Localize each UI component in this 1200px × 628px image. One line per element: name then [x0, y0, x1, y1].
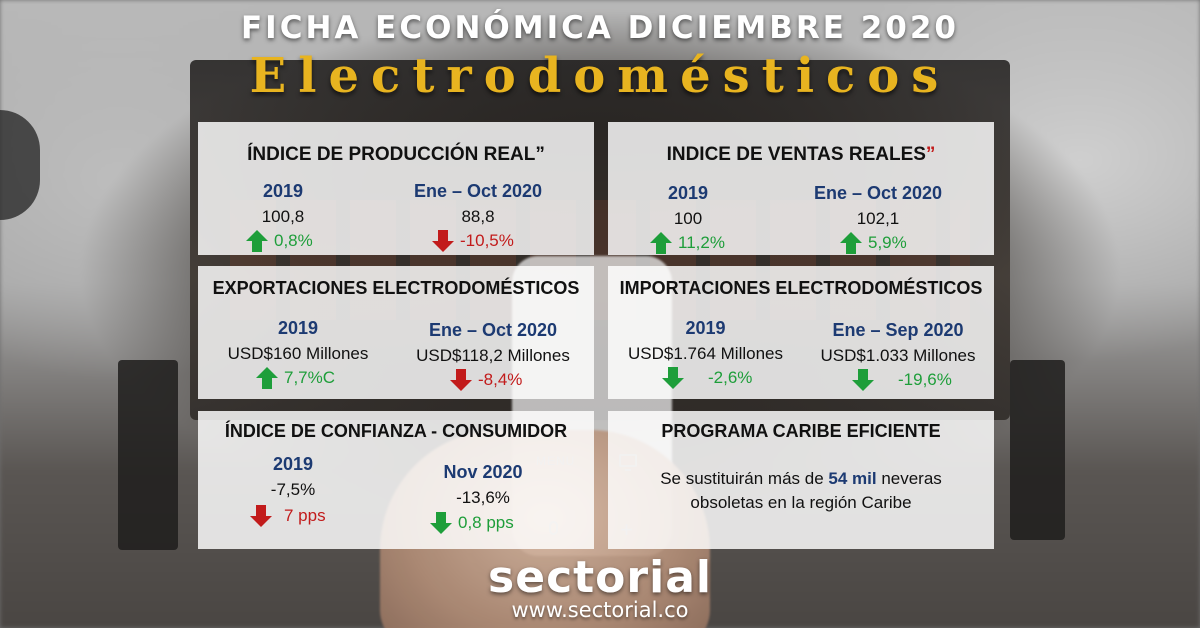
arrow-down-icon: [432, 230, 454, 252]
lamp-shade: [0, 110, 40, 220]
left-speaker: [118, 360, 178, 550]
panel-title-text: INDICE DE VENTAS REALES: [666, 144, 926, 165]
change-text: 0,8%: [274, 231, 313, 250]
change-text: 11,2%: [678, 233, 725, 252]
right-value: USD$1.033 Millones: [820, 346, 976, 365]
right-period: Ene – Oct 2020: [428, 320, 558, 340]
arrow-down-icon: [450, 369, 472, 391]
arrow-up-icon: [650, 232, 672, 254]
right-value: -13,6%: [456, 488, 510, 507]
right-period: Ene – Oct 2020: [813, 183, 943, 203]
left-value: USD$1.764 Millones: [628, 344, 783, 363]
tv-icon: [619, 454, 637, 471]
left-period: 2019: [277, 318, 319, 338]
change-text: 0,8 pps: [458, 513, 514, 532]
panel-importaciones: IMPORTACIONES ELECTRODOMÉSTICOS 2019 USD…: [608, 266, 994, 399]
brand-url[interactable]: www.sectorial.co: [511, 598, 689, 622]
right-change: 0,8 pps: [430, 512, 514, 534]
left-period: 2019: [272, 454, 314, 474]
right-period: Ene – Oct 2020: [413, 181, 543, 201]
header-subtitle: Electrodomésticos: [249, 48, 951, 104]
right-speaker: [1010, 360, 1065, 540]
panel-produccion: ÍNDICE DE PRODUCCIÓN REAL” 2019 100,8 0,…: [198, 122, 594, 255]
title-mark: ”: [925, 144, 936, 165]
right-value: 88,8: [461, 207, 495, 226]
right-change: 5,9%: [840, 232, 907, 254]
panel-exportaciones: EXPORTACIONES ELECTRODOMÉSTICOS 2019 USD…: [198, 266, 594, 399]
change-text: -10,5%: [460, 231, 514, 250]
panel-title: EXPORTACIONES ELECTRODOMÉSTICOS: [212, 278, 580, 298]
panel-title-text: ÍNDICE DE PRODUCCIÓN REAL: [247, 144, 536, 165]
programa-text-line2: obsoletas en la región Caribe: [690, 493, 912, 512]
right-value: USD$118,2 Millones: [416, 346, 570, 365]
panel-title: ÍNDICE DE CONFIANZA - CONSUMIDOR: [224, 421, 568, 441]
change-text: -2,6%: [708, 368, 753, 387]
programa-text-before: Se sustituirán más de: [660, 469, 829, 488]
programa-description: Se sustituirán más de 54 mil neveras obs…: [608, 467, 994, 515]
right-change: -10,5%: [432, 230, 514, 252]
right-value: 102,1: [856, 209, 900, 228]
right-change: -8,4%: [450, 369, 522, 391]
programa-text-after: neveras: [876, 469, 942, 488]
mic-icon: [549, 521, 558, 535]
arrow-up-icon: [840, 232, 862, 254]
panel-title: INDICE DE VENTAS REALES”: [608, 144, 994, 166]
panel-ventas: INDICE DE VENTAS REALES” 2019 100 11,2% …: [608, 122, 994, 255]
right-period: Ene – Sep 2020: [832, 320, 964, 340]
left-change: 7 pps: [250, 505, 326, 527]
panel-title: PROGRAMA CARIBE EFICIENTE: [661, 421, 941, 441]
right-change: -19,6%: [852, 369, 952, 391]
left-change: 11,2%: [650, 232, 725, 254]
plus-icon: +: [620, 517, 633, 542]
panel-title: ÍNDICE DE PRODUCCIÓN REAL”: [198, 144, 594, 166]
left-value: USD$160 Millones: [227, 344, 369, 363]
brand-logo: sectorial: [488, 552, 712, 603]
panel-programa: PROGRAMA CARIBE EFICIENTE Se sustituirán…: [608, 411, 994, 549]
right-period: Nov 2020: [443, 462, 523, 482]
change-text: 7,7%C: [284, 368, 336, 387]
change-text: 7 pps: [284, 506, 326, 525]
left-period: 2019: [667, 183, 709, 203]
arrow-down-icon: [430, 512, 452, 534]
arrow-up-icon: [256, 367, 278, 389]
left-change: 7,7%C: [256, 367, 335, 389]
left-value: 100,8: [261, 207, 305, 226]
remote-menu-label: MENU: [536, 454, 576, 468]
left-value: 100: [673, 209, 703, 228]
arrow-down-icon: [852, 369, 874, 391]
left-value: -7,5%: [270, 480, 316, 499]
change-text: 5,9%: [868, 233, 907, 252]
arrow-down-icon: [662, 367, 684, 389]
left-period: 2019: [685, 318, 726, 338]
arrow-down-icon: [250, 505, 272, 527]
left-period: 2019: [262, 181, 304, 201]
left-change: -2,6%: [662, 367, 752, 389]
arrow-up-icon: [246, 230, 268, 252]
left-change: 0,8%: [246, 230, 313, 252]
change-text: -19,6%: [898, 370, 952, 389]
panel-title: IMPORTACIONES ELECTRODOMÉSTICOS: [619, 278, 983, 298]
panel-confianza: ÍNDICE DE CONFIANZA - CONSUMIDOR 2019 -7…: [198, 411, 594, 549]
header-title: FICHA ECONÓMICA DICIEMBRE 2020: [240, 10, 959, 46]
change-text: -8,4%: [478, 370, 523, 389]
programa-text-bold: 54 mil: [828, 469, 877, 488]
title-mark: ”: [535, 144, 545, 165]
